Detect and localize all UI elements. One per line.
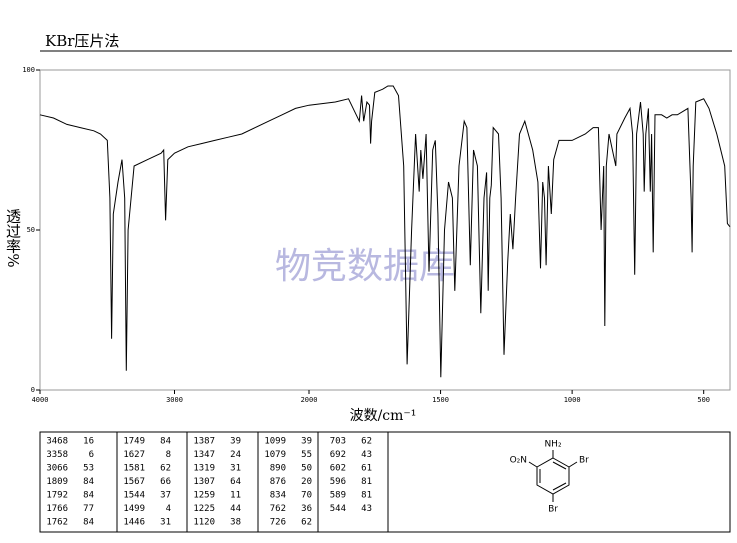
- peak-transmittance: 44: [230, 504, 241, 514]
- peak-wavenumber: 1809: [46, 477, 68, 487]
- peak-wavenumber: 1225: [193, 504, 215, 514]
- peak-wavenumber: 1347: [193, 450, 215, 460]
- peak-wavenumber: 726: [270, 518, 286, 528]
- peak-transmittance: 37: [160, 491, 171, 501]
- y-tick-label: 100: [22, 66, 35, 74]
- peak-wavenumber: 1766: [46, 504, 68, 514]
- peak-transmittance: 81: [361, 477, 372, 487]
- peak-transmittance: 39: [230, 437, 241, 447]
- peak-wavenumber: 1749: [123, 437, 145, 447]
- peak-transmittance: 8: [166, 450, 171, 460]
- peak-transmittance: 4: [166, 504, 171, 514]
- peak-transmittance: 6: [89, 450, 94, 460]
- peak-wavenumber: 3358: [46, 450, 68, 460]
- bond: [552, 482, 567, 491]
- peak-transmittance: 20: [301, 477, 312, 487]
- bond: [528, 461, 538, 468]
- peak-wavenumber: 1792: [46, 491, 68, 501]
- peak-transmittance: 61: [361, 464, 372, 474]
- peak-transmittance: 81: [361, 491, 372, 501]
- bond: [552, 461, 567, 470]
- y-tick-label: 0: [31, 386, 35, 394]
- x-tick-label: 1500: [432, 396, 449, 404]
- peak-transmittance: 50: [301, 464, 312, 474]
- x-tick-label: 500: [697, 396, 710, 404]
- substituent: NH₂: [544, 440, 562, 450]
- peak-transmittance: 62: [160, 464, 171, 474]
- peak-wavenumber: 890: [270, 464, 286, 474]
- peak-transmittance: 11: [230, 491, 241, 501]
- peak-transmittance: 55: [301, 450, 312, 460]
- peak-wavenumber: 1307: [193, 477, 215, 487]
- benzene-ring: [536, 457, 570, 495]
- peak-transmittance: 43: [361, 450, 372, 460]
- peak-transmittance: 84: [83, 491, 94, 501]
- peak-transmittance: 70: [301, 491, 312, 501]
- peak-wavenumber: 1319: [193, 464, 215, 474]
- peak-wavenumber: 1627: [123, 450, 145, 460]
- peak-wavenumber: 1581: [123, 464, 145, 474]
- x-axis-label: 波数/cm⁻¹: [350, 408, 417, 424]
- peak-wavenumber: 1259: [193, 491, 215, 501]
- bond: [568, 461, 578, 468]
- structure: [528, 450, 578, 502]
- x-tick-label: 1000: [564, 396, 581, 404]
- peak-wavenumber: 1120: [193, 518, 215, 528]
- peak-wavenumber: 589: [330, 491, 346, 501]
- chart-title: KBr压片法: [45, 32, 119, 50]
- peak-wavenumber: 876: [270, 477, 286, 487]
- peak-table: [39, 431, 731, 533]
- peak-wavenumber: 1499: [123, 504, 145, 514]
- peak-transmittance: 53: [83, 464, 94, 474]
- peak-wavenumber: 762: [270, 504, 286, 514]
- substituent: Br: [548, 505, 558, 515]
- y-tick-label: 50: [27, 226, 35, 234]
- peak-wavenumber: 1079: [264, 450, 286, 460]
- peak-wavenumber: 834: [270, 491, 286, 501]
- peak-transmittance: 38: [230, 518, 241, 528]
- peak-wavenumber: 544: [330, 504, 346, 514]
- peak-wavenumber: 1387: [193, 437, 215, 447]
- peak-wavenumber: 602: [330, 464, 346, 474]
- peak-wavenumber: 3066: [46, 464, 68, 474]
- watermark: 物竞数据库: [275, 246, 455, 287]
- spectrum-line: [39, 85, 731, 378]
- peak-transmittance: 64: [230, 477, 241, 487]
- peak-transmittance: 43: [361, 504, 372, 514]
- peak-transmittance: 31: [230, 464, 241, 474]
- peak-wavenumber: 1099: [264, 437, 286, 447]
- peak-transmittance: 24: [230, 450, 241, 460]
- peak-transmittance: 62: [301, 518, 312, 528]
- peak-wavenumber: 3468: [46, 437, 68, 447]
- peak-transmittance: 31: [160, 518, 171, 528]
- peak-wavenumber: 1544: [123, 491, 145, 501]
- substituent: Br: [579, 456, 589, 466]
- peak-transmittance: 62: [361, 437, 372, 447]
- x-tick-label: 2000: [301, 396, 318, 404]
- peak-wavenumber: 692: [330, 450, 346, 460]
- peak-transmittance: 84: [83, 477, 94, 487]
- peak-transmittance: 36: [301, 504, 312, 514]
- peak-wavenumber: 1567: [123, 477, 145, 487]
- table-frame: [39, 431, 731, 533]
- peak-transmittance: 39: [301, 437, 312, 447]
- peak-transmittance: 84: [160, 437, 171, 447]
- peak-transmittance: 16: [83, 437, 94, 447]
- y-axis-label: 透过率%: [4, 208, 22, 267]
- peak-transmittance: 66: [160, 477, 171, 487]
- plot-frame: [39, 69, 731, 391]
- peak-transmittance: 84: [83, 518, 94, 528]
- peak-wavenumber: 1762: [46, 518, 68, 528]
- peak-transmittance: 77: [83, 504, 94, 514]
- substituent: O₂N: [510, 456, 527, 466]
- peak-wavenumber: 1446: [123, 518, 145, 528]
- x-tick-label: 4000: [32, 396, 49, 404]
- peak-wavenumber: 596: [330, 477, 346, 487]
- x-tick-label: 3000: [166, 396, 183, 404]
- peak-wavenumber: 703: [330, 437, 346, 447]
